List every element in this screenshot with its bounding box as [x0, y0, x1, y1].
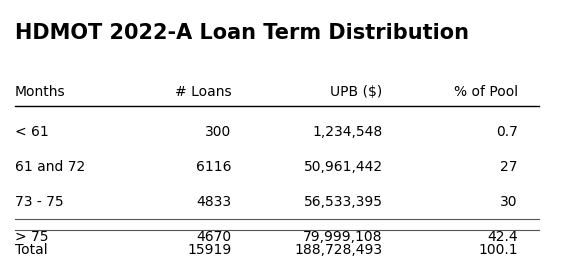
Text: 30: 30 — [500, 195, 518, 209]
Text: 79,999,108: 79,999,108 — [303, 230, 382, 244]
Text: 0.7: 0.7 — [496, 125, 518, 139]
Text: # Loans: # Loans — [174, 85, 231, 99]
Text: 188,728,493: 188,728,493 — [295, 243, 382, 257]
Text: 100.1: 100.1 — [478, 243, 518, 257]
Text: % of Pool: % of Pool — [454, 85, 518, 99]
Text: 42.4: 42.4 — [487, 230, 518, 244]
Text: Total: Total — [15, 243, 48, 257]
Text: 27: 27 — [500, 160, 518, 174]
Text: 300: 300 — [205, 125, 231, 139]
Text: 1,234,548: 1,234,548 — [312, 125, 382, 139]
Text: 56,533,395: 56,533,395 — [304, 195, 382, 209]
Text: 50,961,442: 50,961,442 — [303, 160, 382, 174]
Text: 73 - 75: 73 - 75 — [15, 195, 64, 209]
Text: 15919: 15919 — [187, 243, 231, 257]
Text: < 61: < 61 — [15, 125, 48, 139]
Text: 4670: 4670 — [196, 230, 231, 244]
Text: 61 and 72: 61 and 72 — [15, 160, 85, 174]
Text: 6116: 6116 — [196, 160, 231, 174]
Text: UPB ($): UPB ($) — [331, 85, 382, 99]
Text: HDMOT 2022-A Loan Term Distribution: HDMOT 2022-A Loan Term Distribution — [15, 23, 469, 43]
Text: 4833: 4833 — [196, 195, 231, 209]
Text: > 75: > 75 — [15, 230, 48, 244]
Text: Months: Months — [15, 85, 66, 99]
